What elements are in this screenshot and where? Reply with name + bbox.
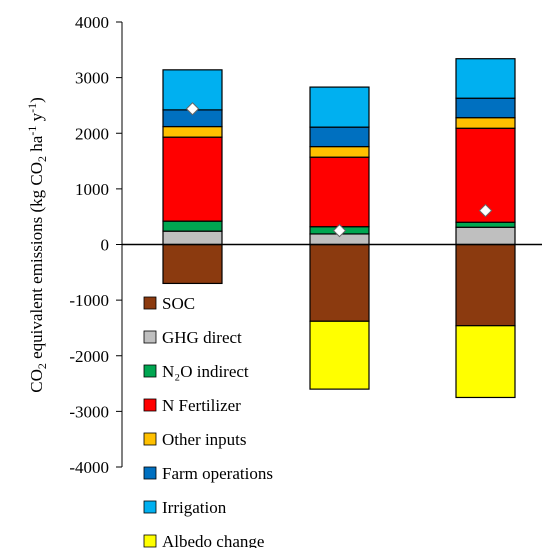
- legend-label: GHG direct: [162, 328, 242, 347]
- legend-swatch: [143, 330, 157, 344]
- bar-segment: [309, 126, 370, 148]
- y-axis-title-part: -1: [25, 103, 39, 113]
- legend-label: Other inputs: [162, 430, 247, 449]
- y-axis-title: CO2 equivalent emissions (kg CO2 ha-1 y-…: [25, 97, 49, 393]
- bar-segment: [455, 226, 516, 246]
- net-emission-marker: [478, 203, 493, 218]
- bar-stacks: [162, 58, 516, 399]
- bar-segment: [162, 220, 223, 232]
- y-tick-label: 4000: [75, 13, 109, 32]
- legend-label: N Fertilizer: [162, 396, 241, 415]
- bar-segment: [455, 117, 516, 129]
- net-emission-marker: [185, 102, 200, 116]
- bar-segment: [162, 125, 223, 138]
- y-axis-title-part: equivalent emissions (kg CO: [27, 162, 46, 363]
- bar-segment: [162, 243, 223, 285]
- y-axis-title-part: 2: [35, 363, 49, 369]
- legend-swatch: [143, 534, 157, 548]
- bar-segment: [455, 221, 516, 228]
- bar-segment: [309, 86, 370, 128]
- y-tick-label: 3000: [75, 69, 109, 88]
- legend-label: Irrigation: [162, 498, 227, 517]
- legend-label: Albedo change: [162, 532, 264, 548]
- bar-segment: [309, 320, 370, 390]
- bar-segment: [162, 230, 223, 246]
- legend-swatch: [143, 500, 157, 514]
- bar-segment: [455, 58, 516, 99]
- bar-segment: [162, 136, 223, 222]
- net-emission-marker: [332, 223, 347, 238]
- net-markers: [185, 102, 493, 238]
- legend-label: N₂O indirect: [162, 362, 249, 381]
- bar-segment: [455, 325, 516, 399]
- bar-segment: [455, 97, 516, 119]
- y-tick-label: -3000: [69, 402, 109, 421]
- legend-label: Farm operations: [162, 464, 273, 483]
- y-tick-label: -2000: [69, 347, 109, 366]
- y-axis-ticks: 4000 3000 2000 1000 0 -1000 -2000 -3000 -4000: [69, 13, 122, 477]
- bar-segment: [309, 146, 370, 158]
- bar-segment: [309, 156, 370, 228]
- y-axis-title-part: 2: [35, 156, 49, 162]
- y-axis-title-part: -1: [25, 126, 39, 136]
- legend-swatch: [143, 296, 157, 310]
- y-axis-title-part: y: [27, 112, 46, 125]
- legend-swatch: [143, 364, 157, 378]
- y-tick-label: 2000: [75, 124, 109, 143]
- legend-swatch: [143, 398, 157, 412]
- y-axis-title-part: CO: [27, 369, 46, 393]
- bar-segment: [455, 243, 516, 327]
- legend-swatch: [143, 432, 157, 446]
- y-axis-title-part: ): [27, 97, 46, 103]
- legend-label: SOC: [162, 294, 195, 313]
- legend-swatch: [143, 466, 157, 480]
- y-tick-label: 0: [101, 236, 110, 255]
- y-axis-title-part: ha: [27, 135, 46, 156]
- y-tick-label: 1000: [75, 180, 109, 199]
- bar-segment: [309, 243, 370, 322]
- legend: SOC GHG direct N₂O indirect N Fertilizer Oth…: [143, 294, 273, 548]
- y-tick-label: -1000: [69, 291, 109, 310]
- y-tick-label: -4000: [69, 458, 109, 477]
